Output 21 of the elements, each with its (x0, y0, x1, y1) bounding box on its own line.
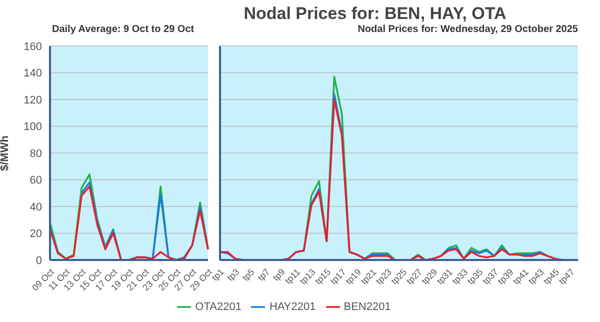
x-tick-label: tp1 (210, 266, 226, 283)
legend-label: HAY2201 (269, 300, 316, 313)
y-tick-label: 140 (24, 68, 42, 80)
y-tick-label: 120 (24, 94, 42, 106)
chart-subtitle: Nodal Prices for: Wednesday, 29 October 2025 (358, 24, 578, 35)
chart-title: Nodal Prices for: BEN, HAY, OTA (242, 4, 508, 24)
y-tick-label: 60 (30, 174, 42, 187)
legend-label: BEN2201 (344, 300, 391, 313)
x-tick-label: tp3 (225, 266, 242, 283)
y-tick-label: 20 (30, 228, 42, 240)
chart-subtitle: Daily Average: 9 Oct to 29 Oct (52, 24, 194, 35)
y-tick-label: 80 (30, 148, 42, 160)
y-tick-label: 40 (30, 201, 42, 214)
y-tick-label: 100 (24, 121, 42, 134)
y-tick-label: 160 (24, 40, 42, 53)
y-tick-label: 0 (36, 254, 42, 267)
x-tick-label: tp5 (240, 266, 256, 283)
y-axis-title: $/MWh (0, 135, 11, 171)
x-tick-label: tp7 (256, 266, 272, 283)
x-tick-label: tp9 (270, 266, 287, 283)
legend-label: OTA2201 (195, 300, 242, 313)
